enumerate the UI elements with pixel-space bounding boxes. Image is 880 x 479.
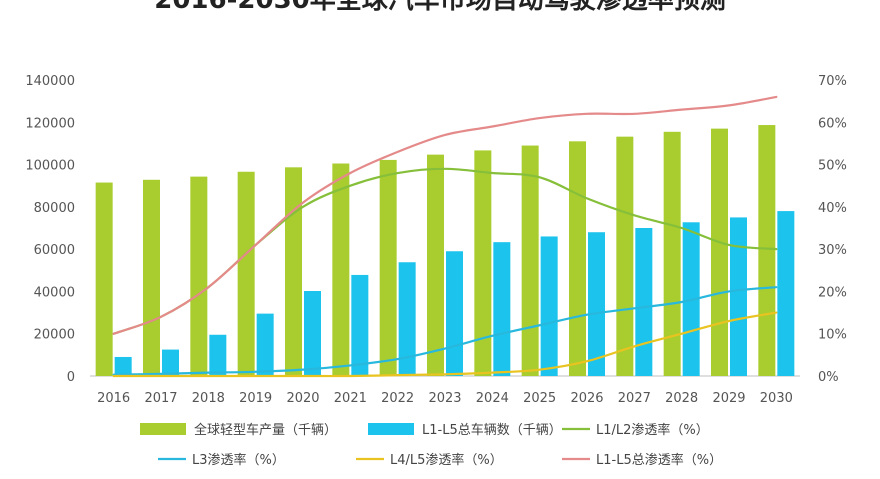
x-tick-label: 2022 [381,391,414,406]
left-tick-label: 0 [67,370,75,385]
line-l3-penetration [112,286,778,376]
right-tick-label: 60% [818,116,847,131]
bar-light-vehicle-output [379,159,397,376]
bar-l1-l5-vehicles [256,313,274,376]
bar-l1-l5-vehicles [304,291,321,376]
bar-light-vehicle-output [663,131,681,376]
legend-light-vehicle-output-label: 全球轻型车产量（千辆） [194,422,337,438]
x-tick-label: 2023 [428,391,461,406]
bar-l1-l5-vehicles [398,262,416,376]
bar-l1-l5-vehicles [635,228,653,376]
legend-l1-l5-total-penetration-label: L1-L5总渗透率（%） [596,452,722,468]
x-tick-label: 2021 [334,391,367,406]
x-tick-label: 2027 [618,391,651,406]
legend-l3-penetration-label: L3渗透率（%） [192,452,285,468]
right-axis: 0% 10% 20% 30% 40% 50% 60% 70% [818,74,847,385]
bar-light-vehicle-output [332,163,350,376]
bar-l1-l5-vehicles [209,334,227,376]
bar-l1-l5-vehicles [351,274,369,376]
x-axis: 2016 2017 2018 2019 2020 2021 2022 2023 2024 2025… [90,375,800,406]
bar-light-vehicle-output [95,182,113,376]
bar-l1-l5-vehicles [588,232,605,376]
legend-l1-l5-vehicles-label: L1-L5总车辆数（千辆） [422,422,562,438]
left-tick-label: 80000 [34,201,75,216]
right-tick-label: 40% [818,201,847,216]
left-tick-label: 100000 [25,159,75,174]
x-tick-label: 2017 [144,391,177,406]
x-tick-label: 2025 [523,391,556,406]
right-tick-label: 10% [818,328,847,343]
left-tick-label: 40000 [34,285,75,300]
bar-light-vehicle-output [616,136,634,376]
x-tick-label: 2030 [760,391,793,406]
left-tick-label: 120000 [25,116,75,131]
x-tick-label: 2024 [476,391,509,406]
bar-light-vehicle-output [237,171,255,376]
bar-light-vehicle-output [143,179,160,376]
bar-light-vehicle-output [190,176,208,376]
bar-l1-l5-vehicles [493,242,511,376]
bar-l1-l5-vehicles [114,356,132,376]
x-tick-label: 2029 [712,391,745,406]
x-tick-label: 2026 [570,391,603,406]
bar-l1-l5-vehicles [446,251,463,376]
bar-light-vehicle-output [758,125,776,376]
chart-title: 2016-2030年全球汽车市场自动驾驶渗透率预测 [154,0,726,15]
right-tick-label: 30% [818,243,847,258]
legend-l1-l5-vehicles-swatch [368,423,414,435]
bar-light-vehicle-output [285,167,302,376]
legend: 全球轻型车产量（千辆） L1-L5总车辆数（千辆） L1/L2渗透率（%） L3渗透率… [140,422,722,468]
left-axis: 0 20000 40000 60000 80000 100000 120000 140000 [25,74,75,385]
x-tick-label: 2028 [665,391,698,406]
bar-l1-l5-vehicles [162,349,179,376]
left-tick-label: 60000 [34,243,75,258]
legend-l4-l5-penetration-label: L4/L5渗透率（%） [390,452,503,468]
bar-light-vehicle-output [711,128,728,376]
line-l1-l5-total-penetration [112,95,778,335]
x-tick-label: 2019 [239,391,272,406]
right-tick-label: 50% [818,159,847,174]
bar-l1-l5-vehicles [777,211,795,376]
right-tick-label: 70% [818,74,847,89]
x-tick-label: 2018 [192,391,225,406]
line-l4-l5-penetration [112,311,778,378]
right-tick-label: 0% [818,370,839,385]
bar-l1-l5-vehicles [730,217,747,376]
bar-light-vehicle-output [569,141,586,376]
bar-l1-l5-vehicles [540,236,558,376]
left-tick-label: 140000 [25,74,75,89]
bar-light-vehicle-output [474,150,492,376]
bars [95,125,795,376]
bar-light-vehicle-output [427,154,444,376]
x-tick-label: 2020 [286,391,319,406]
bar-light-vehicle-output [521,145,539,376]
lines [112,95,778,378]
x-tick-label: 2016 [97,391,130,406]
legend-light-vehicle-output-swatch [140,423,186,435]
right-tick-label: 20% [818,285,847,300]
left-tick-label: 20000 [34,328,75,343]
legend-l1-l2-penetration-label: L1/L2渗透率（%） [596,422,709,438]
